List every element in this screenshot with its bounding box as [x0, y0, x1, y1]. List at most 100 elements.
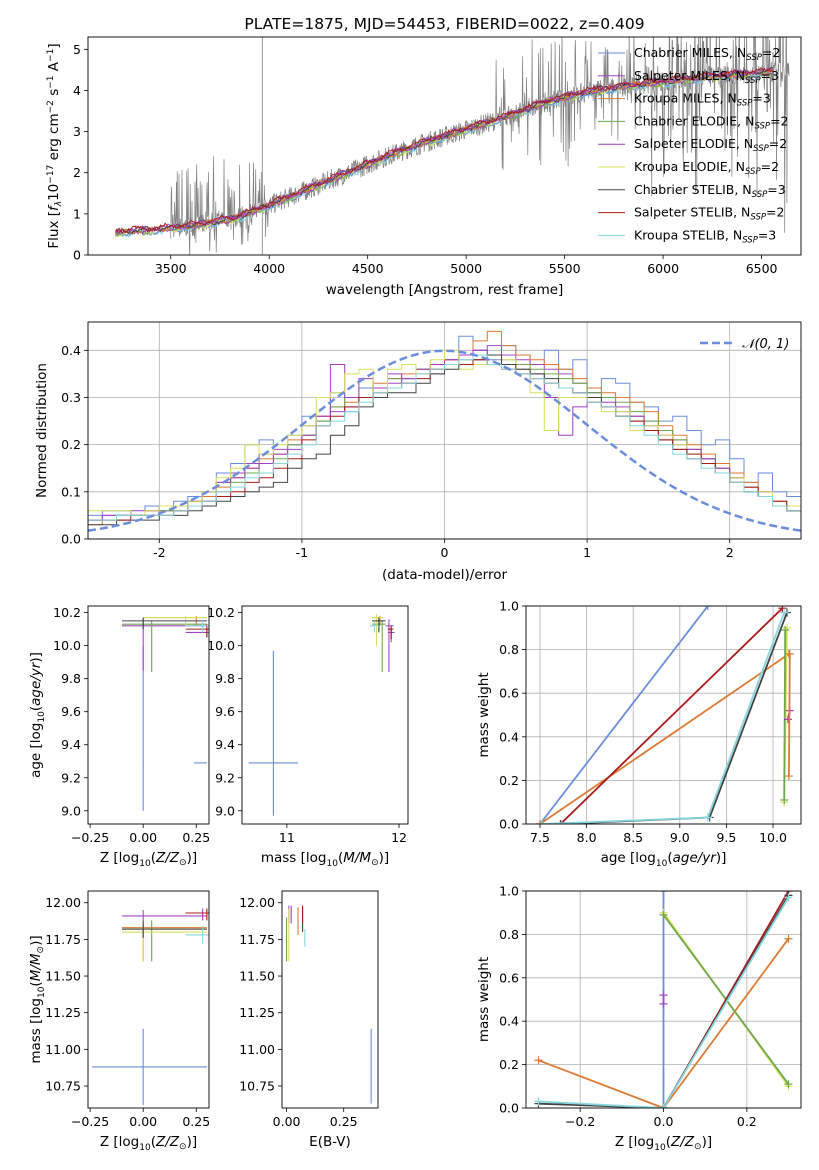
- point-chabrier_stelib: [142, 928, 144, 930]
- legend-label-chabrier_stelib: Chabrier STELIB, NSSP=3: [634, 182, 786, 200]
- point-chabrier_elodie: [151, 623, 153, 625]
- y-tick-label: 11.00: [45, 1042, 81, 1057]
- point-salpeter_miles: [388, 625, 390, 627]
- label-part: 10: [139, 1143, 151, 1153]
- point-kroupa_elodie: [375, 616, 378, 619]
- label-part: ⊙: [371, 858, 379, 868]
- weight-marker-salpeter_elodie: [783, 715, 792, 724]
- label-part: ⊙: [694, 1142, 702, 1152]
- x-tick-label: 6500: [746, 261, 778, 276]
- legend-sub: SSP: [737, 99, 753, 109]
- legend-label-chabrier_elodie: Chabrier ELODIE, NSSP=2: [634, 113, 789, 131]
- x-tick-label: 3500: [155, 261, 187, 276]
- y-tick-label: 10.2: [53, 605, 81, 620]
- legend-label-salpeter_elodie: Salpeter ELODIE, NSSP=2: [634, 136, 787, 154]
- x-tick-label: 7.5: [530, 830, 550, 845]
- x-axis-label: wavelength [Angstrom, rest frame]: [326, 282, 564, 298]
- weight-line-kroupa_stelib: [538, 897, 790, 1108]
- label-part: 10: [656, 859, 668, 869]
- legend-sub: SSP: [745, 167, 761, 177]
- plot-area-age_vs_mass: [248, 614, 395, 816]
- y-tick-label: 0.4: [61, 343, 81, 358]
- label-part: )]: [187, 850, 198, 866]
- label-part: )]: [28, 652, 44, 663]
- y-tick-label: 0.3: [61, 390, 81, 405]
- y-tick-label: 4: [73, 83, 81, 98]
- legend-rest: =3: [767, 182, 785, 197]
- legend-rest: =3: [752, 91, 770, 106]
- legend-text: Salpeter STELIB, N: [634, 205, 750, 220]
- weight-line-kroupa_miles: [539, 653, 790, 824]
- weight-marker-kroupa_miles: [535, 820, 544, 824]
- label-part: Z [log: [100, 1134, 139, 1150]
- weight-marker-salpeter_stelib: [778, 606, 787, 613]
- y-tick-label: 11.50: [45, 969, 81, 984]
- x-tick-label: −0.2: [565, 1114, 595, 1129]
- y-tick-label: 0.0: [61, 532, 81, 547]
- label-part: 10: [326, 859, 338, 869]
- label-part: (: [667, 850, 672, 866]
- y-tick-label: 2: [73, 165, 81, 180]
- y-tick-label: 10.75: [239, 1079, 275, 1094]
- label-part: −1: [46, 75, 56, 88]
- point-salpeter_stelib: [206, 912, 208, 914]
- legend-text: Chabrier STELIB, N: [634, 182, 752, 197]
- y-tick-label: 0.1: [61, 484, 81, 499]
- y-tick-label: 0.4: [499, 1014, 519, 1029]
- x-tick-label: 0.00: [273, 1114, 301, 1129]
- legend-label-kroupa_stelib: Kroupa STELIB, NSSP=3: [634, 227, 776, 245]
- weight-marker-kroupa_stelib: [537, 820, 546, 824]
- y-tick-label: 3: [73, 124, 81, 139]
- label-part: Z/Z: [155, 850, 180, 866]
- y-tick-label: 11.75: [239, 932, 275, 947]
- y-tick-label: 12.00: [239, 895, 275, 910]
- label-part: ]: [46, 43, 62, 48]
- label-part: λ: [54, 201, 64, 207]
- weight-marker-salpeter_miles: [659, 999, 668, 1008]
- label-part: 10: [46, 184, 62, 201]
- weight-marker-kroupa_miles: [784, 772, 793, 781]
- point-chabrier_elodie: [381, 623, 383, 625]
- axes-frame: [87, 890, 210, 1109]
- y-axis-label: mass [log10(M/M⊙)]: [28, 935, 47, 1063]
- legend-rest: =2: [766, 205, 784, 220]
- y-axis-label: age [log10(age/yr)]: [28, 652, 47, 778]
- x-tick-label: 0.25: [182, 1114, 210, 1129]
- y-tick-label: 12.00: [45, 895, 81, 910]
- axes-frame: [525, 890, 802, 1109]
- weight-marker-kroupa_stelib: [780, 608, 789, 617]
- point-salpeter_stelib: [390, 628, 392, 630]
- x-tick-label: 1: [583, 545, 591, 560]
- weight-line-kroupa_miles: [538, 938, 790, 1108]
- axes-massweight_vs_age: 7.5 8.0 8.5 9.0 9.5 10.0 0.0 0.2 0.4 0.6 0.8 1.0 age…: [476, 599, 802, 869]
- weight-marker-chabrier_miles: [703, 606, 712, 610]
- x-tick-label: 0.25: [330, 1114, 358, 1129]
- label-part: ⊙: [36, 946, 46, 954]
- axes-age_vs_Z: −0.25 0.00 0.25 9.0 9.2 9.4 9.6 9.8 10.0 10.2 Z [l…: [28, 605, 210, 869]
- weight-marker-chabrier_elodie: [780, 796, 789, 805]
- y-tick-label: 9.0: [215, 803, 235, 818]
- label-part: (: [338, 850, 343, 866]
- x-tick-label: 0.25: [182, 830, 210, 845]
- plot-area-massweight_vs_Z: [534, 891, 793, 1108]
- label-part: s: [46, 89, 62, 100]
- y-tick-label: 0.6: [499, 686, 519, 701]
- weight-line-chabrier_elodie: [783, 629, 787, 801]
- x-tick-label: 9.0: [670, 830, 690, 845]
- y-tick-label: 0: [73, 248, 81, 263]
- weight-marker-chabrier_elodie: [659, 910, 668, 919]
- hist-step-kroupa_stelib: [88, 354, 801, 539]
- label-part: ⊙: [179, 858, 187, 868]
- weight-marker-kroupa_stelib: [784, 893, 793, 902]
- x-tick-label: -2: [153, 545, 165, 560]
- legend-text: Kroupa ELODIE, N: [634, 159, 745, 174]
- legend-rest: =3: [758, 227, 776, 242]
- y-tick-label: 0.0: [499, 1101, 519, 1116]
- label-part: 10: [654, 1143, 666, 1153]
- y-tick-label: 11.75: [45, 932, 81, 947]
- y-tick-label: 10.0: [207, 638, 235, 653]
- y-tick-label: 9.6: [61, 704, 81, 719]
- y-axis-label: mass weight: [476, 672, 492, 757]
- y-tick-label: 0.2: [499, 1057, 519, 1072]
- weight-marker-kroupa_elodie: [783, 623, 792, 632]
